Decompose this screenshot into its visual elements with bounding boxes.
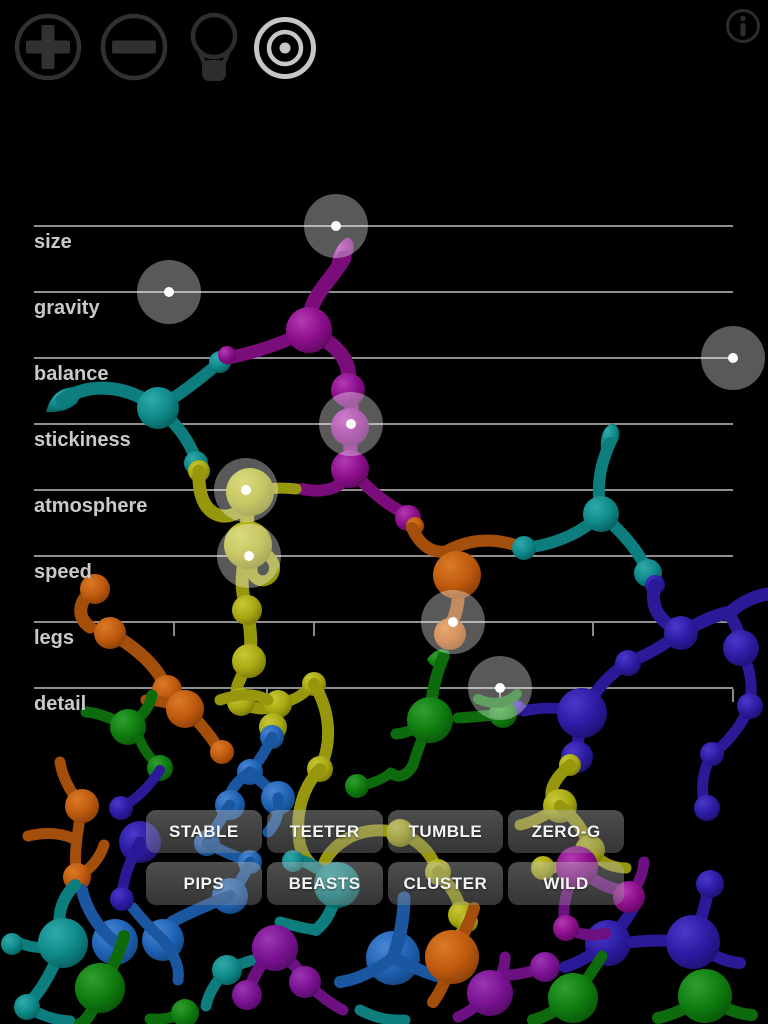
bullseye-icon <box>254 17 316 79</box>
slider-handle-dot <box>240 485 251 495</box>
preset-row-1: STABLE TEETER TUMBLE ZERO-G <box>146 810 624 853</box>
minus-circle-icon <box>100 13 168 81</box>
slider-track[interactable] <box>34 225 733 227</box>
creature-orange-bottom <box>425 902 480 1008</box>
slider-tick <box>592 623 595 636</box>
preset-cluster-button[interactable]: CLUSTER <box>387 862 504 905</box>
creature-violet-left <box>109 765 165 820</box>
slider-tick <box>498 689 501 702</box>
slider-track[interactable] <box>34 621 733 623</box>
slider-track[interactable] <box>34 291 733 293</box>
slider-handle-dot <box>330 221 341 231</box>
slider-handle-dot <box>728 353 738 363</box>
slider-handle-stickiness[interactable] <box>319 392 384 456</box>
slider-label-speed: speed <box>34 561 92 583</box>
slider-handle-size[interactable] <box>303 194 368 258</box>
slider-handle-dot <box>346 419 357 429</box>
preset-teeter-button[interactable]: TEETER <box>266 810 383 853</box>
creature-magenta-main <box>218 237 421 531</box>
slider-handle-speed[interactable] <box>217 524 282 588</box>
slider-handle-dot <box>494 683 505 693</box>
slider-label-legs: legs <box>34 627 75 649</box>
slider-label-gravity: gravity <box>34 297 100 319</box>
preset-panel: STABLE TEETER TUMBLE ZERO-G PIPS BEASTS … <box>146 810 624 914</box>
preset-tumble-button[interactable]: TUMBLE <box>387 810 504 853</box>
info-button[interactable] <box>724 7 762 45</box>
preset-row-2: PIPS BEASTS CLUSTER WILD <box>146 862 624 905</box>
plus-circle-icon <box>14 13 82 81</box>
creature-teal-right <box>512 423 662 587</box>
slider-label-atmosphere: atmosphere <box>34 495 148 517</box>
slider-track[interactable] <box>34 357 733 359</box>
ideas-button[interactable] <box>188 10 240 84</box>
slider-track[interactable] <box>34 489 733 491</box>
slider-label-size: size <box>34 231 72 253</box>
slider-label-detail: detail <box>34 693 87 715</box>
preset-pips-button[interactable]: PIPS <box>146 862 262 905</box>
preset-beasts-button[interactable]: BEASTS <box>266 862 383 905</box>
slider-tick <box>732 689 734 702</box>
slider-handle-detail[interactable] <box>467 656 532 720</box>
slider-tick <box>172 623 175 636</box>
slider-handle-dot <box>448 617 459 627</box>
slider-tick <box>312 623 315 636</box>
slider-label-balance: balance <box>34 363 109 385</box>
preset-stable-button[interactable]: STABLE <box>146 810 262 853</box>
slider-handle-legs[interactable] <box>421 590 486 654</box>
slider-handle-gravity[interactable] <box>136 260 201 324</box>
slider-label-stickiness: stickiness <box>34 429 131 451</box>
slider-handle-dot <box>163 287 174 297</box>
creature-green-mid <box>345 649 522 798</box>
preset-wild-button[interactable]: WILD <box>508 862 624 905</box>
info-icon <box>726 9 760 43</box>
creature-indigo-right <box>509 575 768 821</box>
creature-orange-mid <box>406 517 524 650</box>
creature-green-bottom <box>74 930 758 1024</box>
lightbulb-icon <box>190 12 238 81</box>
preset-zero-g-button[interactable]: ZERO-G <box>508 810 624 853</box>
add-button[interactable] <box>14 13 82 81</box>
creature-orange-left <box>22 574 234 891</box>
creature-blue-network <box>76 725 451 988</box>
slider-handle-dot <box>244 551 255 561</box>
creature-magenta-wild <box>553 846 650 941</box>
slider-handle-atmosphere[interactable] <box>213 458 278 522</box>
slider-handle-balance[interactable] <box>701 326 765 390</box>
creature-teal-bottom <box>1 850 411 1024</box>
remove-button[interactable] <box>100 13 168 81</box>
target-button[interactable] <box>252 15 318 81</box>
creature-teal-left <box>46 351 231 475</box>
creature-purple-bottom <box>232 925 560 1023</box>
slider-track[interactable] <box>34 555 733 557</box>
creature-green-left <box>80 689 173 781</box>
slider-track[interactable] <box>34 687 733 689</box>
slider-track[interactable] <box>34 423 733 425</box>
